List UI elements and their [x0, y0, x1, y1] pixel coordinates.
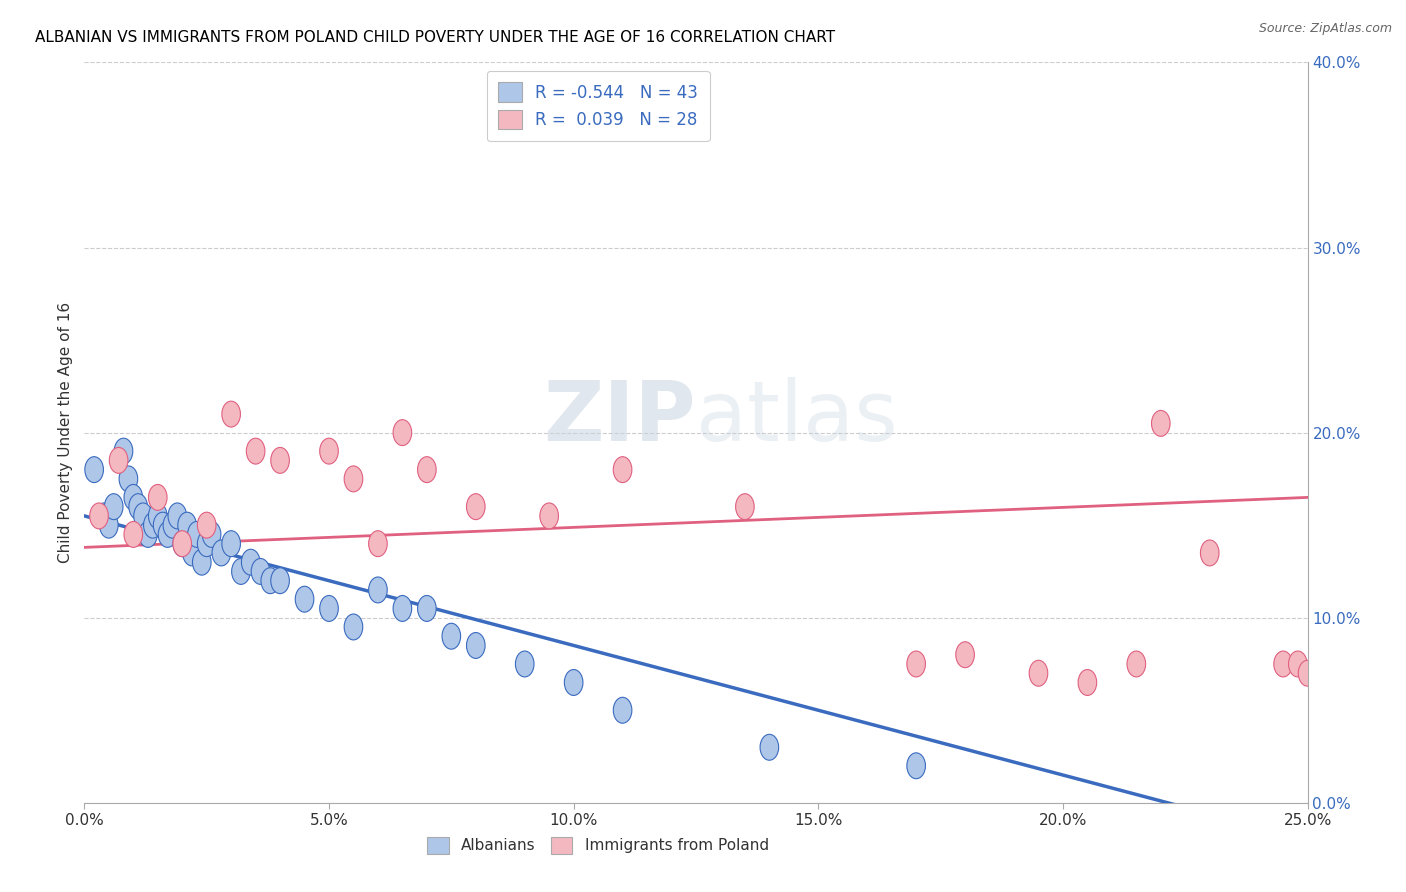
Text: atlas: atlas	[696, 377, 897, 458]
Text: ALBANIAN VS IMMIGRANTS FROM POLAND CHILD POVERTY UNDER THE AGE OF 16 CORRELATION: ALBANIAN VS IMMIGRANTS FROM POLAND CHILD…	[35, 29, 835, 45]
Text: Source: ZipAtlas.com: Source: ZipAtlas.com	[1258, 22, 1392, 36]
Text: ZIP: ZIP	[544, 377, 696, 458]
Legend: Albanians, Immigrants from Poland: Albanians, Immigrants from Poland	[420, 829, 776, 862]
Y-axis label: Child Poverty Under the Age of 16: Child Poverty Under the Age of 16	[58, 302, 73, 563]
